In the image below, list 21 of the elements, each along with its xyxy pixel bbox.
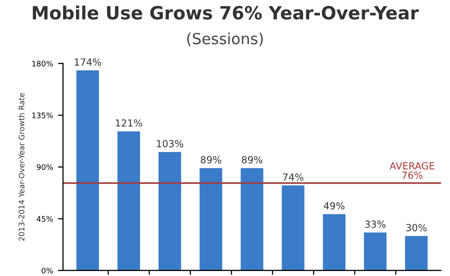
data-label: 103% — [156, 140, 184, 148]
bar — [158, 152, 182, 270]
data-label: 49% — [324, 202, 344, 210]
data-label: 121% — [116, 119, 142, 127]
bar — [200, 168, 222, 270]
bar — [76, 70, 99, 270]
bar — [240, 168, 264, 270]
data-label: 30% — [406, 224, 427, 232]
chart-subtitle: (Sessions) — [187, 32, 263, 46]
bar — [364, 232, 387, 270]
bar — [322, 214, 346, 270]
bar — [282, 185, 304, 270]
chart-title: Mobile Use Grows 76% Year-Over-Year — [32, 6, 419, 20]
data-label: 33% — [365, 220, 386, 228]
data-label: 89% — [242, 156, 262, 164]
ref-line-label: AVERAGE 76% — [390, 162, 434, 179]
bar — [405, 236, 428, 270]
data-label: 89% — [200, 156, 222, 164]
data-label: 74% — [283, 173, 304, 181]
data-label: 174% — [74, 58, 102, 66]
bar — [117, 131, 140, 270]
